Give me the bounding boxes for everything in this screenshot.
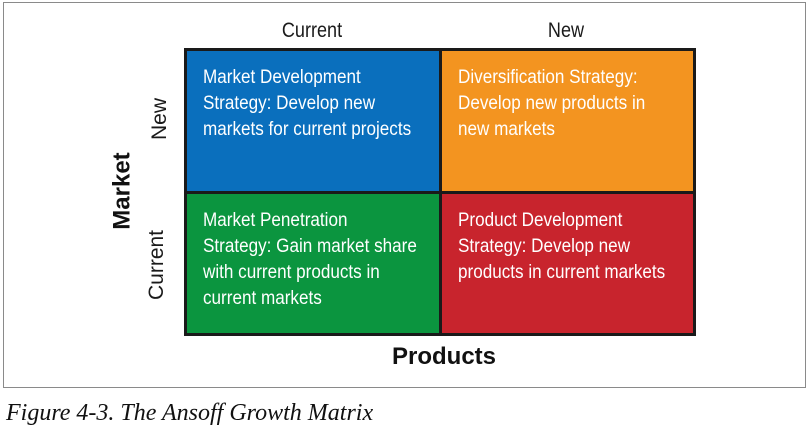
market-axis-title: Market [108, 152, 136, 230]
quadrant-text: Product Development Strategy: Develop ne… [457, 209, 665, 283]
quadrant-text: Diversification Strategy: Develop new pr… [457, 67, 645, 140]
row-label-current: Current [145, 229, 169, 301]
figure-frame: Current New New Current Market Market De… [3, 2, 806, 388]
column-label-new: New [547, 19, 585, 42]
column-label-current: Current [281, 19, 343, 42]
row-label-new: New [148, 97, 172, 141]
figure-caption: Figure 4-3. The Ansoff Growth Matrix [6, 400, 374, 426]
quadrant-diversification: Diversification Strategy: Develop new pr… [441, 51, 693, 191]
quadrant-market-development: Market Development Strategy: Develop new… [187, 51, 439, 191]
quadrant-market-penetration: Market Penetration Strategy: Gain market… [187, 193, 439, 333]
ansoff-matrix: Market Development Strategy: Develop new… [184, 48, 696, 336]
products-axis-title: Products [392, 343, 497, 370]
quadrant-text: Market Penetration Strategy: Gain market… [203, 209, 417, 309]
quadrant-product-development: Product Development Strategy: Develop ne… [441, 193, 693, 333]
quadrant-text: Market Development Strategy: Develop new… [203, 67, 412, 140]
